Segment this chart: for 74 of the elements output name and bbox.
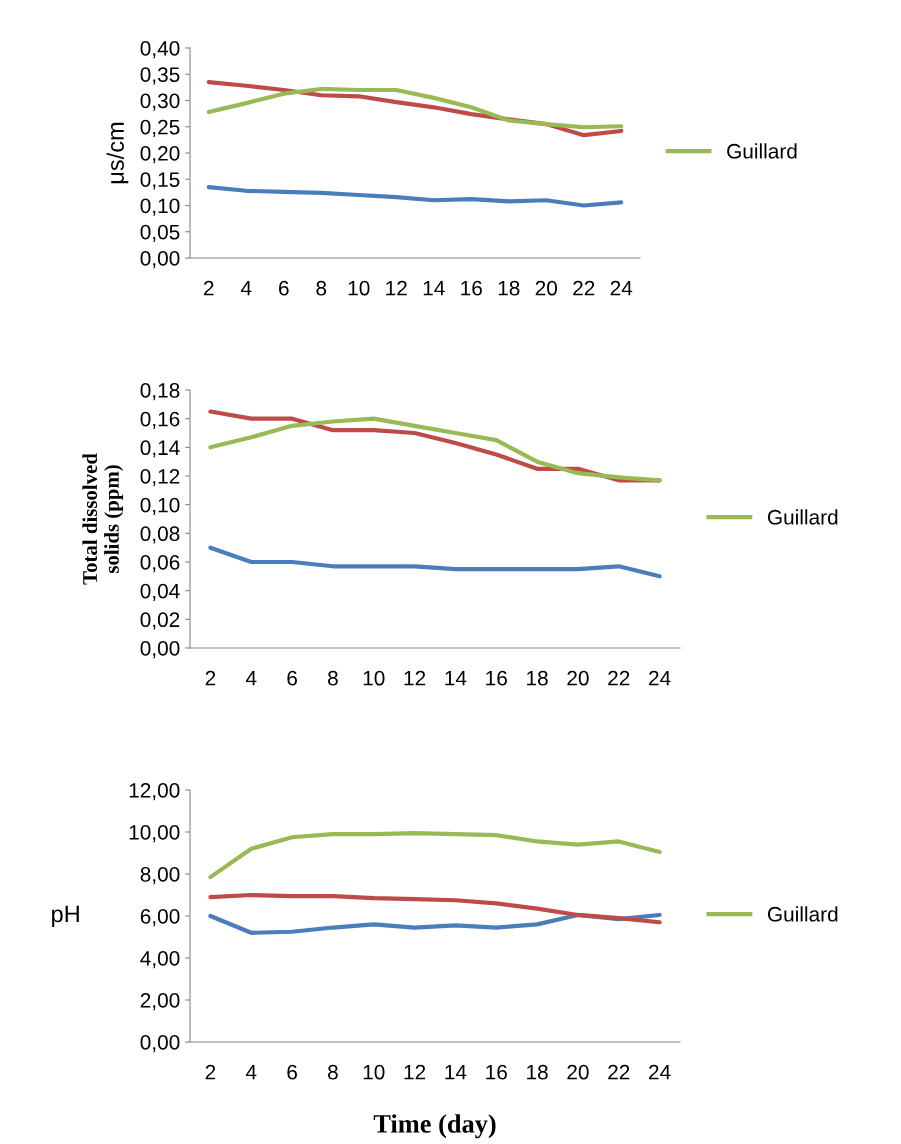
x-tick-label: 18 (498, 280, 520, 296)
line-series (208, 892, 662, 925)
x-tick-label: 8 (328, 1064, 338, 1080)
x-tick-label: 4 (240, 280, 252, 296)
x-tick-label: 6 (287, 670, 297, 686)
x-tick-label: 10 (348, 280, 370, 296)
y-axis-title: pH (52, 905, 79, 928)
y-tick-label: 0,16 (140, 411, 180, 429)
y-tick-label: 0,02 (140, 612, 180, 630)
x-tick-label: 8 (316, 280, 327, 296)
y-tick-label: 0,18 (140, 383, 180, 401)
x-tick-label: 14 (445, 670, 467, 686)
line-series (208, 545, 662, 579)
x-tick-label: 14 (445, 1064, 467, 1080)
y-tick-label: 0,05 (140, 224, 180, 242)
y-tick-label: 0,10 (140, 198, 180, 216)
x-tick-label: 22 (608, 1064, 630, 1080)
y-tick-label: 0,10 (140, 497, 180, 515)
y-tick-label: 0,25 (140, 119, 180, 137)
x-tick-label: 10 (363, 1064, 385, 1080)
legend-label: Guillard (767, 509, 838, 525)
x-tick-label: 24 (610, 280, 633, 296)
y-tick-label: 0,35 (140, 67, 180, 85)
y-tick-label: 12,00 (129, 783, 180, 801)
x-axis-title: Time (day) (373, 1114, 496, 1139)
y-tick-label: 0,15 (140, 172, 180, 190)
y-tick-label: 0,40 (140, 41, 180, 59)
y-tick-label: 0,12 (140, 469, 180, 487)
y-tick-label: 0,20 (140, 146, 180, 164)
x-tick-label: 16 (486, 670, 507, 686)
x-tick-label: 2 (204, 280, 214, 296)
y-tick-label: 2,00 (140, 993, 180, 1011)
y-tick-label: 0,14 (140, 440, 180, 458)
y-tick-label: 0,00 (140, 1035, 180, 1053)
x-tick-label: 18 (527, 1064, 548, 1080)
y-axis-title: Total dissolved solids (ppm) (82, 453, 124, 585)
x-tick-label: 4 (245, 670, 257, 686)
legend-label: Guillard (727, 143, 797, 159)
y-tick-label: 0,00 (140, 251, 180, 269)
line-series (206, 86, 624, 130)
x-tick-label: 6 (287, 1064, 297, 1080)
y-tick-label: 0,00 (140, 641, 180, 659)
x-tick-label: 22 (573, 280, 595, 296)
y-tick-label: 0,04 (140, 583, 180, 601)
x-tick-label: 20 (535, 280, 558, 296)
x-tick-label: 22 (608, 670, 630, 686)
line-series (208, 830, 662, 880)
x-tick-label: 10 (363, 670, 385, 686)
y-tick-label: 8,00 (140, 867, 180, 885)
y-tick-label: 0,06 (140, 555, 180, 573)
x-tick-label: 24 (649, 1064, 671, 1080)
x-tick-label: 12 (386, 280, 407, 296)
x-tick-label: 6 (279, 280, 289, 296)
x-tick-label: 20 (567, 1064, 589, 1080)
x-tick-label: 20 (567, 670, 589, 686)
x-tick-label: 16 (486, 1064, 507, 1080)
x-tick-label: 2 (205, 1064, 216, 1080)
x-tick-label: 24 (649, 670, 671, 686)
y-tick-label: 10,00 (129, 825, 180, 843)
x-tick-label: 14 (423, 280, 445, 296)
x-tick-label: 4 (245, 1064, 257, 1080)
x-tick-label: 16 (461, 280, 482, 296)
line-series (206, 185, 624, 208)
x-tick-label: 8 (328, 670, 338, 686)
y-tick-label: 6,00 (140, 909, 180, 927)
y-tick-label: 0,30 (140, 93, 180, 111)
y-axis-title: μs/cm (106, 122, 129, 184)
x-tick-label: 2 (205, 670, 216, 686)
x-tick-label: 18 (527, 670, 548, 686)
y-tick-label: 0,08 (140, 526, 180, 544)
x-tick-label: 12 (404, 670, 426, 686)
y-tick-label: 4,00 (140, 951, 180, 969)
x-tick-label: 12 (404, 1064, 426, 1080)
legend-label: Guillard (767, 906, 838, 922)
